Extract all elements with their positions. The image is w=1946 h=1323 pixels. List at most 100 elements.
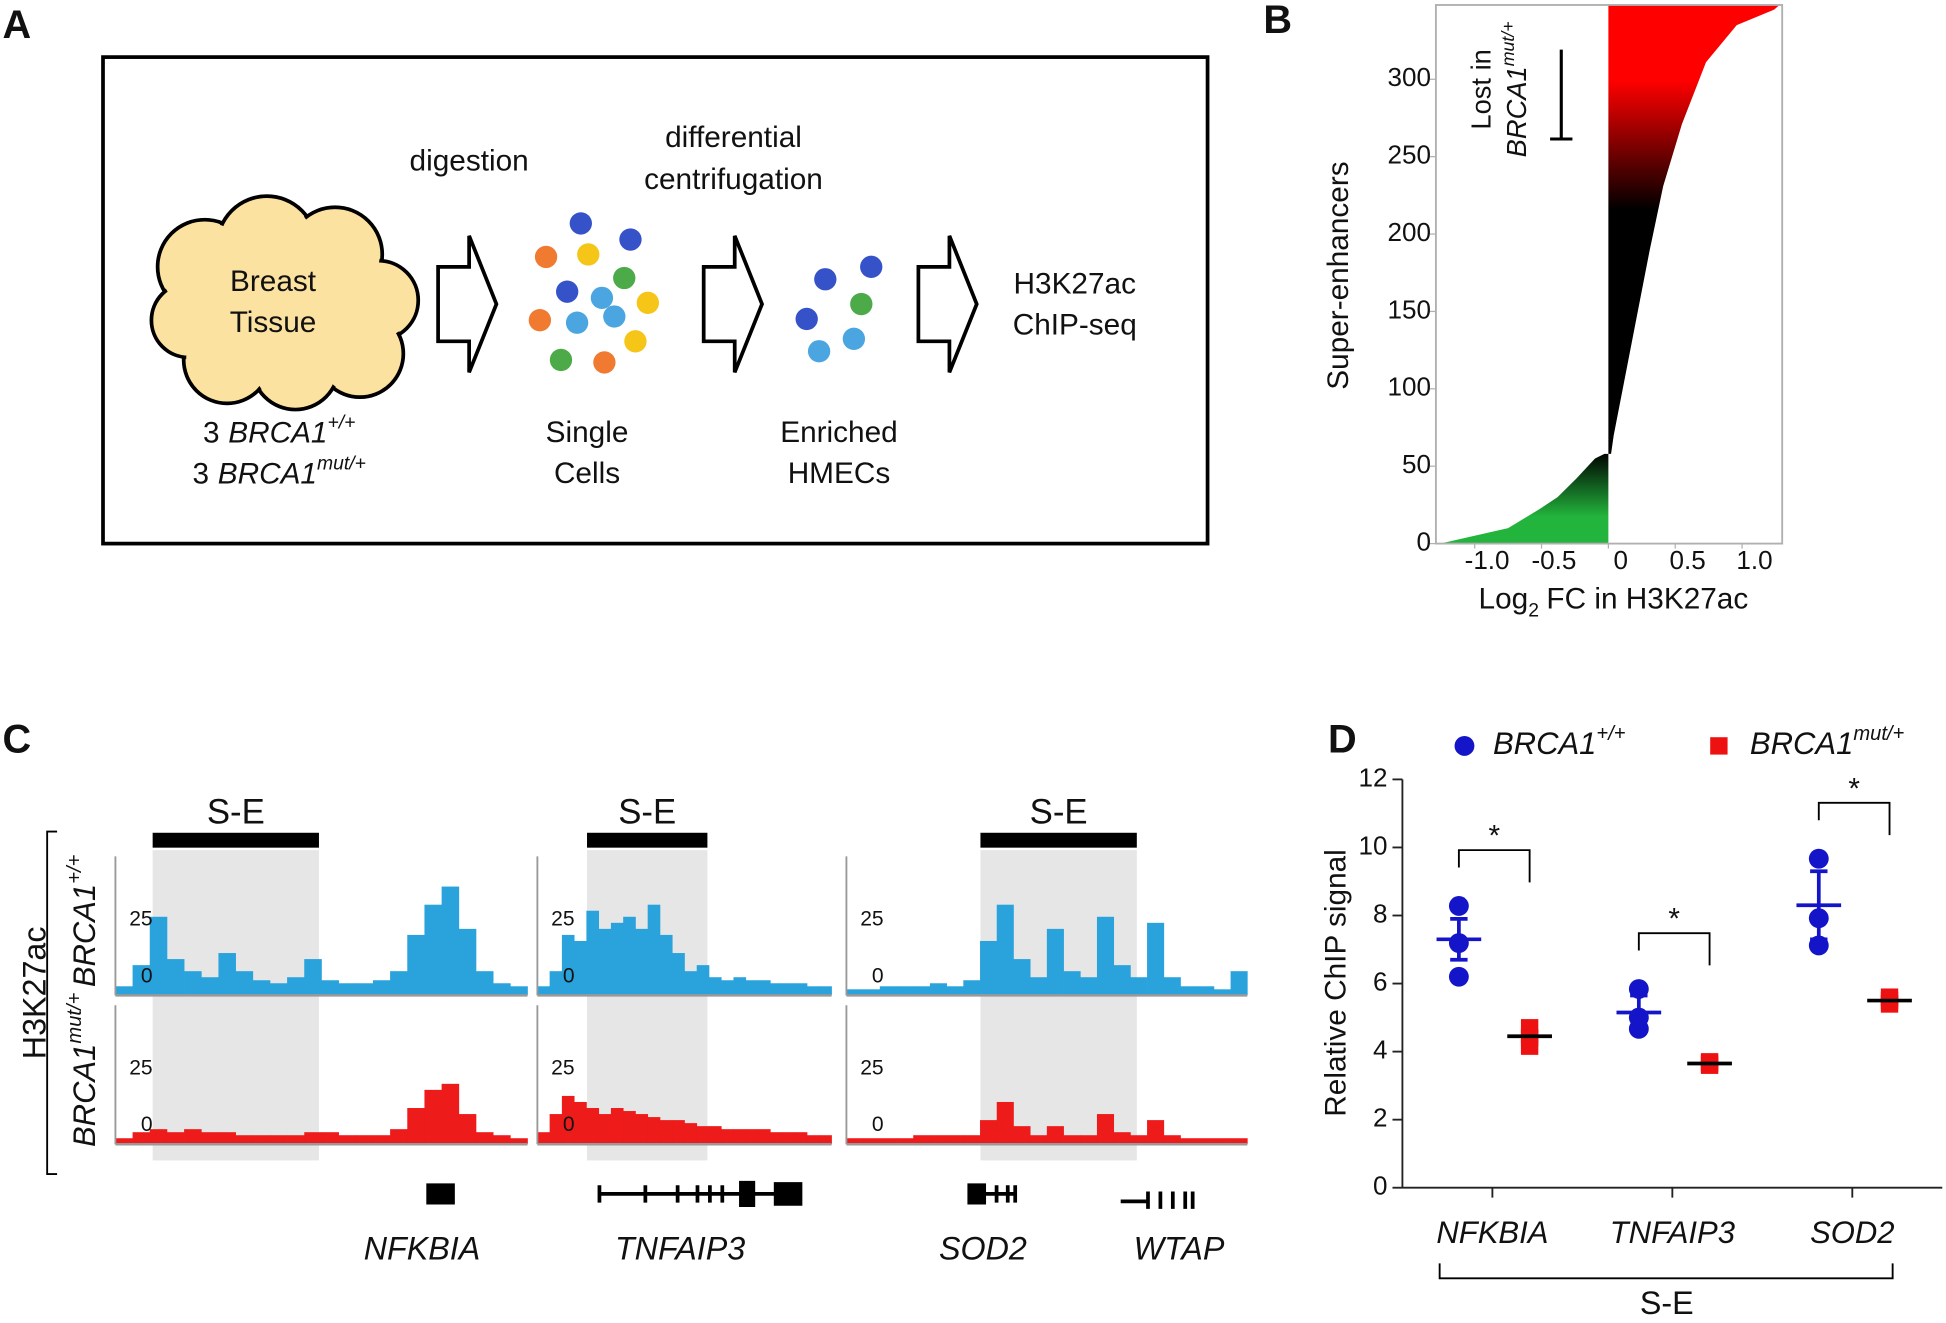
signal-bar xyxy=(819,1135,832,1145)
signal-bar xyxy=(355,1135,374,1145)
signal-bar xyxy=(1213,989,1231,996)
signal-bar xyxy=(1197,1138,1215,1145)
signal-bar xyxy=(475,1132,494,1145)
signal-bar xyxy=(757,980,771,996)
y-tick-label: 10 xyxy=(1359,830,1388,860)
signal-bar xyxy=(708,977,722,996)
y-tick-label: 0 xyxy=(1373,1171,1388,1201)
text-part: FC in H3K27ac xyxy=(1546,583,1748,616)
signal-bar xyxy=(390,971,408,996)
signal-bar xyxy=(696,1126,710,1145)
gene-model xyxy=(597,1180,803,1207)
significance-bracket xyxy=(1637,932,1711,966)
signal-bar xyxy=(1063,971,1081,996)
signal-bar xyxy=(929,1135,947,1145)
text-part: Log xyxy=(1479,583,1529,616)
legend-marker xyxy=(1454,735,1475,756)
text-part: +/+ xyxy=(327,411,355,433)
super-enhancer-shade xyxy=(152,850,319,1161)
signal-bar xyxy=(1096,916,1115,996)
label: ChIP-seq xyxy=(1013,308,1137,341)
signal-bar xyxy=(745,1129,759,1145)
signal-bar xyxy=(372,1135,391,1145)
signal-bar xyxy=(287,977,305,996)
signal-bar xyxy=(338,983,357,996)
signal-bar xyxy=(235,1135,254,1145)
y-tick-label: 2 xyxy=(1373,1103,1388,1133)
panel-label: A xyxy=(2,3,31,47)
group-label: S-E xyxy=(1640,1285,1694,1321)
signal-bar xyxy=(1130,1135,1148,1145)
y-axis-label: Super-enhancers xyxy=(1322,161,1355,389)
label: Breast xyxy=(230,265,317,298)
signal-bar xyxy=(647,904,661,996)
panel-label: C xyxy=(2,718,31,762)
signal-bar xyxy=(913,986,931,996)
signal-bar xyxy=(561,1095,575,1145)
signal-bar xyxy=(269,1135,288,1145)
signal-bar xyxy=(458,1114,477,1145)
gene-label: NFKBIA xyxy=(364,1231,480,1267)
signal-bar xyxy=(863,1138,881,1145)
y-tick-label: 0 xyxy=(141,1113,153,1136)
signal-bar xyxy=(708,1126,722,1145)
signal-bar xyxy=(1013,1126,1031,1145)
signal-bar xyxy=(537,986,551,996)
signal-bar xyxy=(441,1083,460,1145)
x-tick-label: 0.5 xyxy=(1670,545,1706,575)
signal-bar xyxy=(996,904,1014,996)
gene-label: TNFAIP3 xyxy=(615,1231,745,1267)
text-part: 3 xyxy=(203,416,220,449)
y-tick-label: 0 xyxy=(872,1113,884,1136)
signal-bar xyxy=(561,934,575,996)
signal-bar xyxy=(963,1135,981,1145)
signal-bar xyxy=(166,959,185,996)
x-tick-label: 1.0 xyxy=(1736,545,1772,575)
super-enhancer-bar xyxy=(152,832,319,848)
signal-bar xyxy=(115,986,133,996)
text-part: mut/+ xyxy=(1498,21,1518,66)
signal-bar xyxy=(132,965,151,996)
signal-bar xyxy=(819,986,832,996)
significance-label: * xyxy=(1668,903,1680,936)
fold-change-area xyxy=(1439,4,1780,544)
legend-label: BRCA1+/+ xyxy=(1493,723,1626,761)
signal-bar xyxy=(304,1132,322,1145)
signal-bar xyxy=(623,916,636,996)
signal-bar xyxy=(996,1101,1014,1145)
signal-bar xyxy=(1113,965,1131,996)
signal-bar xyxy=(115,1138,133,1145)
signal-bar xyxy=(1046,928,1064,996)
signal-bar xyxy=(598,928,612,996)
signal-bar xyxy=(1147,1120,1165,1145)
text-part: BRCA1 xyxy=(67,1044,102,1147)
signal-bar xyxy=(304,959,322,996)
signal-bar xyxy=(929,983,947,996)
significance-bracket xyxy=(1457,849,1531,883)
tissue-cloud xyxy=(149,194,421,412)
label: H3K27ac xyxy=(1014,267,1137,300)
gene-model xyxy=(426,1183,455,1205)
text-part: mut/+ xyxy=(64,992,86,1043)
legend-marker xyxy=(1710,737,1728,755)
signal-bar xyxy=(770,1132,783,1145)
signal-bar xyxy=(201,1132,219,1145)
super-enhancer-bar xyxy=(980,832,1137,848)
signal-bar xyxy=(586,910,600,996)
text-part: BRCA1 xyxy=(218,457,317,490)
y-tick-label: 200 xyxy=(1387,217,1430,247)
signal-bar xyxy=(696,965,710,996)
signal-bar xyxy=(252,1135,271,1145)
signal-bar xyxy=(510,1138,528,1145)
signal-bar xyxy=(1197,986,1215,996)
signal-bar xyxy=(510,986,528,996)
y-tick-label: 0 xyxy=(563,964,575,987)
text-part: mut/+ xyxy=(1853,723,1904,745)
text-part: 3 xyxy=(192,457,209,490)
signal-bar xyxy=(201,977,219,996)
y-tick-label: 100 xyxy=(1387,372,1430,402)
group-bracket xyxy=(1438,1263,1894,1280)
process-arrows xyxy=(436,235,979,374)
signal-bar xyxy=(672,953,685,996)
label: Enriched xyxy=(780,416,897,449)
